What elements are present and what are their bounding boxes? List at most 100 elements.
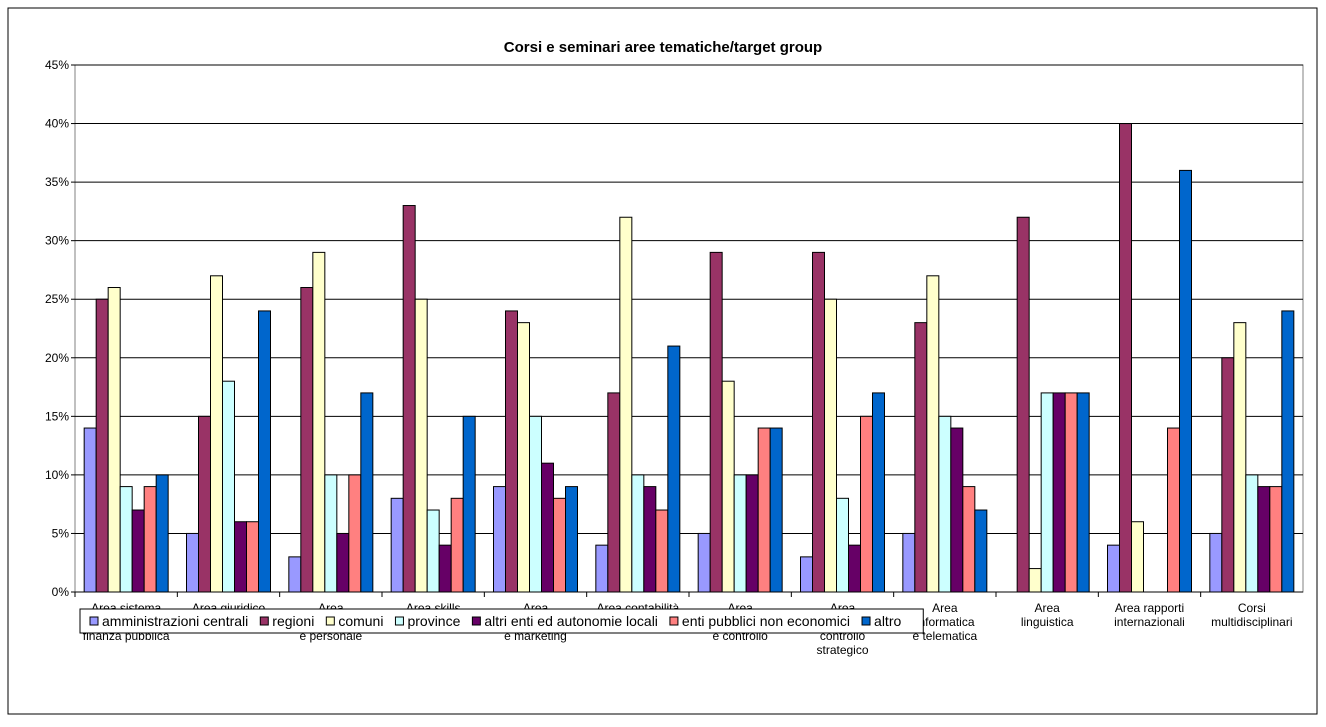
legend-swatch — [471, 616, 481, 626]
bar — [402, 205, 416, 593]
bar — [565, 486, 578, 593]
y-tick-label: 20% — [45, 351, 69, 365]
legend-swatch — [89, 616, 99, 626]
bar — [607, 392, 621, 593]
y-tick-label: 10% — [45, 468, 69, 482]
bar — [414, 298, 428, 593]
bar — [1016, 216, 1030, 593]
bar — [697, 532, 711, 593]
bar — [390, 497, 404, 593]
bar — [450, 497, 464, 593]
bar — [210, 275, 223, 593]
bar — [800, 556, 813, 593]
bar — [438, 544, 452, 593]
bar — [824, 298, 837, 593]
bar — [1076, 392, 1090, 593]
bar — [1119, 123, 1132, 593]
bar — [1064, 392, 1078, 593]
bar — [619, 216, 633, 593]
legend-swatch — [259, 616, 269, 626]
bar — [1167, 427, 1180, 593]
bar — [769, 427, 783, 593]
bar — [1257, 486, 1271, 593]
bar — [505, 310, 518, 593]
bar — [119, 486, 133, 593]
y-tick-label: 45% — [45, 58, 69, 72]
bar — [836, 497, 849, 593]
legend-label: regioni — [272, 613, 314, 629]
bar — [1107, 544, 1120, 593]
y-tick-label: 0% — [52, 585, 70, 599]
legend-label: altro — [874, 613, 901, 629]
bar — [143, 486, 157, 593]
bar — [938, 415, 952, 593]
bar — [914, 322, 928, 593]
y-tick-label: 40% — [45, 117, 69, 131]
x-tick-label: Area Informatica e telematica — [912, 601, 977, 643]
legend-swatch — [325, 616, 335, 626]
bar — [529, 415, 542, 593]
bar — [974, 509, 988, 593]
bar — [631, 474, 645, 593]
bar — [131, 509, 145, 593]
bar — [962, 486, 976, 593]
bar — [1028, 568, 1042, 593]
legend-swatch — [861, 616, 871, 626]
bar — [186, 532, 199, 593]
bar — [1281, 310, 1295, 593]
bar — [950, 427, 964, 593]
legend-swatch — [394, 616, 404, 626]
bar — [312, 251, 326, 593]
legend-swatch — [669, 616, 679, 626]
plot-area — [74, 64, 1304, 593]
y-tick-label: 30% — [45, 234, 69, 248]
bar — [643, 486, 657, 593]
x-tick-label: Area rapporti internazionali — [1114, 601, 1185, 629]
bar — [288, 556, 302, 593]
bar — [541, 462, 554, 593]
y-tick-label: 5% — [52, 526, 70, 540]
bar — [324, 474, 338, 593]
bar — [926, 275, 940, 593]
bar — [595, 544, 609, 593]
bar — [198, 415, 211, 593]
bar — [493, 486, 506, 593]
bar — [360, 392, 374, 593]
bar — [95, 298, 109, 593]
bar — [300, 287, 314, 593]
bar — [348, 474, 362, 593]
bar — [860, 415, 873, 593]
bar — [757, 427, 771, 593]
bar — [745, 474, 759, 593]
bar — [1209, 532, 1223, 593]
bar — [1245, 474, 1259, 593]
bar — [721, 380, 735, 593]
bar — [902, 532, 916, 593]
bar — [246, 521, 259, 593]
bar — [655, 509, 669, 593]
bar — [222, 380, 235, 593]
bar — [733, 474, 747, 593]
legend-label: province — [407, 613, 460, 629]
bar — [517, 322, 530, 593]
bar — [1179, 169, 1192, 593]
bar — [1233, 322, 1247, 593]
legend-label: altri enti ed autonomie locali — [484, 613, 658, 629]
bar — [709, 251, 723, 593]
bar — [1040, 392, 1054, 593]
bar — [1221, 357, 1235, 593]
x-tick-label: Corsi multidisciplinari — [1211, 601, 1292, 629]
bar — [155, 474, 169, 593]
x-tick-label: Area linguistica — [1021, 601, 1074, 629]
bar — [336, 532, 350, 593]
bar — [848, 544, 861, 593]
bar — [553, 497, 566, 593]
legend-label: enti pubblici non economici — [682, 613, 850, 629]
legend-label: amministrazioni centrali — [102, 613, 248, 629]
bar — [234, 521, 247, 593]
bar — [426, 509, 440, 593]
y-tick-label: 25% — [45, 292, 69, 306]
bar — [1131, 521, 1144, 593]
bar — [872, 392, 885, 593]
